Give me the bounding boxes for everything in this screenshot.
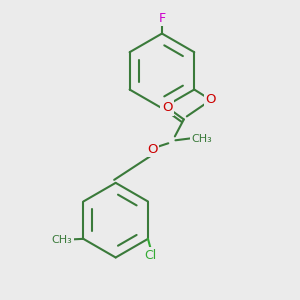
Text: O: O: [147, 143, 158, 156]
Text: Cl: Cl: [144, 249, 157, 262]
Text: O: O: [162, 101, 172, 114]
Text: O: O: [206, 94, 216, 106]
Text: F: F: [158, 11, 166, 25]
Text: CH₃: CH₃: [52, 235, 72, 245]
Text: CH₃: CH₃: [191, 134, 212, 144]
